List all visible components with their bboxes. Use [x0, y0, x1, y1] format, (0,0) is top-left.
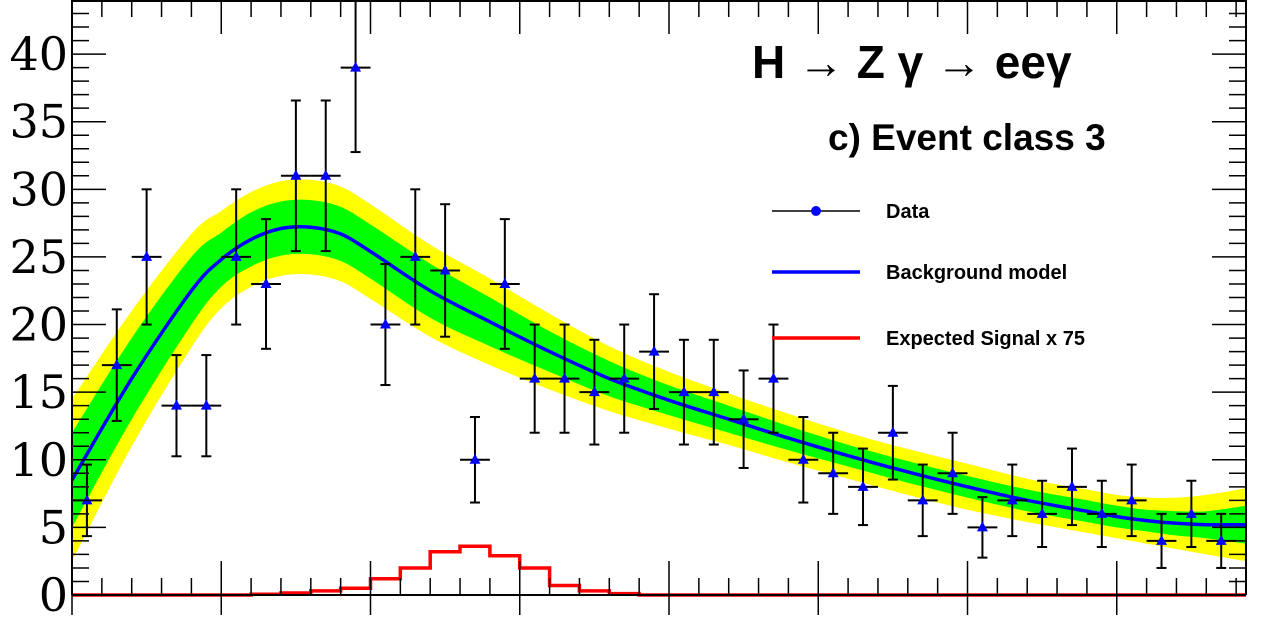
data-point — [161, 354, 192, 458]
data-point — [101, 308, 132, 422]
data-marker — [738, 413, 750, 424]
data-marker — [260, 277, 272, 288]
data-marker — [200, 399, 212, 410]
data-marker — [170, 399, 182, 410]
legend-label-signal: Expected Signal x 75 — [886, 328, 1085, 350]
data-point — [489, 218, 520, 350]
data-marker — [81, 494, 93, 505]
legend-label-background: Background model — [886, 262, 1067, 284]
data-marker — [529, 372, 541, 383]
data-marker — [648, 345, 660, 356]
y-tick-label: 5 — [39, 500, 68, 554]
data-point — [221, 188, 252, 326]
data-marker — [1185, 507, 1197, 518]
chart-subtitle: c) Event class 3 — [828, 117, 1106, 158]
data-point — [937, 431, 968, 515]
data-point — [758, 323, 789, 434]
data-marker — [1006, 494, 1018, 505]
y-tick-label: 15 — [9, 365, 68, 419]
data-point — [1057, 447, 1087, 527]
expected-signal-histogram — [72, 544, 1246, 597]
data-marker — [588, 386, 600, 397]
data-point — [191, 354, 222, 458]
data-point — [639, 293, 669, 410]
y-tick-label: 40 — [9, 27, 68, 81]
data-marker — [767, 372, 779, 383]
data-points — [72, 0, 1237, 569]
data-marker — [947, 467, 959, 478]
data-marker — [1096, 507, 1108, 518]
data-marker — [797, 453, 809, 464]
data-point — [1146, 512, 1177, 569]
y-tick-label: 0 — [39, 568, 68, 617]
data-marker — [678, 386, 690, 397]
y-tick-label: 10 — [9, 433, 68, 487]
data-point — [609, 323, 640, 434]
data-point — [848, 447, 878, 527]
data-marker — [141, 250, 153, 261]
data-marker — [111, 359, 123, 370]
data-marker — [230, 250, 242, 261]
data-point — [310, 99, 341, 253]
data-point — [788, 416, 819, 504]
legend-label-data: Data — [886, 201, 930, 223]
data-point — [251, 218, 281, 350]
band-1sigma — [72, 199, 1246, 544]
data-marker — [559, 372, 571, 383]
data-marker — [469, 453, 481, 464]
data-marker — [887, 426, 899, 437]
data-marker — [379, 318, 391, 329]
data-point — [818, 431, 849, 515]
data-marker — [499, 277, 511, 288]
data-marker — [976, 521, 988, 532]
chart-title: H → Z γ → eeγ — [752, 36, 1072, 88]
background-uncertainty-bands — [72, 179, 1246, 562]
data-point — [519, 323, 550, 434]
data-point — [280, 99, 311, 253]
data-point — [579, 338, 610, 446]
data-marker — [320, 169, 332, 180]
data-point — [967, 496, 998, 559]
data-point — [400, 188, 431, 326]
data-point — [698, 338, 729, 446]
data-point — [728, 369, 759, 469]
data-marker — [350, 61, 362, 72]
y-tick-label: 25 — [9, 230, 68, 284]
data-marker — [409, 250, 421, 261]
signal-curve — [72, 544, 1246, 597]
data-point — [668, 338, 699, 446]
data-marker — [618, 372, 630, 383]
data-marker — [1066, 480, 1078, 491]
legend: Data Background model Expected Signal x … — [772, 201, 1085, 350]
axes: 0 5 10 15 20 25 30 35 40 — [9, 0, 1247, 617]
data-marker — [290, 169, 302, 180]
y-tick-label: 30 — [9, 162, 68, 216]
y-tick-label: 20 — [9, 298, 68, 352]
data-point — [877, 384, 908, 481]
legend-data-marker — [811, 206, 821, 216]
data-marker — [1215, 534, 1227, 545]
data-marker — [1126, 494, 1138, 505]
data-point — [370, 263, 401, 387]
data-point — [340, 0, 371, 154]
data-point — [549, 323, 580, 434]
data-marker — [917, 494, 929, 505]
data-point — [1027, 479, 1058, 548]
data-point — [907, 463, 938, 538]
data-marker — [1036, 507, 1048, 518]
data-marker — [857, 480, 869, 491]
data-point — [460, 416, 490, 504]
data-point — [1116, 463, 1147, 538]
data-point — [1176, 479, 1207, 548]
data-marker — [708, 386, 720, 397]
data-marker — [439, 264, 451, 275]
data-marker — [1156, 534, 1168, 545]
data-marker — [827, 467, 839, 478]
y-tick-label: 35 — [9, 95, 68, 149]
data-point — [1086, 479, 1117, 548]
data-point — [997, 463, 1028, 538]
data-point — [131, 188, 162, 326]
data-point — [430, 203, 461, 338]
